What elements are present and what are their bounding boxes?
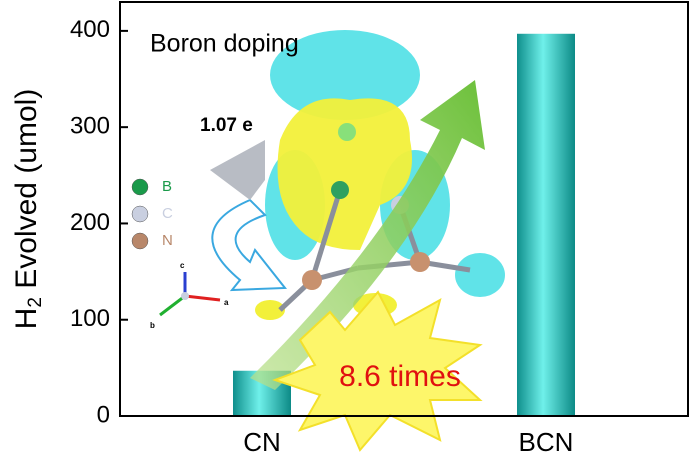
y-tick-label: 300: [70, 113, 110, 140]
legend-label: B: [162, 178, 172, 195]
axis-letter: b: [150, 321, 155, 330]
legend-label: C: [162, 205, 173, 222]
x-tick-label: CN: [243, 427, 281, 457]
y-tick-label: 400: [70, 16, 110, 43]
x-tick-label: BCN: [519, 427, 574, 457]
y-label-part: Evolved (umol): [10, 89, 43, 297]
annotation: 8.6 times: [339, 360, 461, 393]
legend-swatch: [131, 178, 149, 196]
y-axis-label: H2 Evolved (umol): [10, 89, 46, 330]
axis-letter: a: [224, 298, 229, 307]
annotation: Boron doping: [150, 30, 299, 58]
y-tick-label: 0: [97, 401, 110, 428]
bar: [517, 33, 575, 416]
y-label-part: H: [10, 308, 43, 330]
axis-letter: c: [180, 261, 185, 270]
legend-swatch: [131, 205, 149, 223]
y-label-sub: 2: [25, 297, 46, 308]
illustration: [159, 30, 505, 452]
legend-swatch: [131, 232, 149, 250]
axes: [119, 1, 689, 417]
y-tick-label: 100: [70, 305, 110, 332]
annotation: 1.07 e: [200, 115, 253, 136]
legend-label: N: [162, 232, 173, 249]
y-tick-label: 200: [70, 209, 110, 236]
